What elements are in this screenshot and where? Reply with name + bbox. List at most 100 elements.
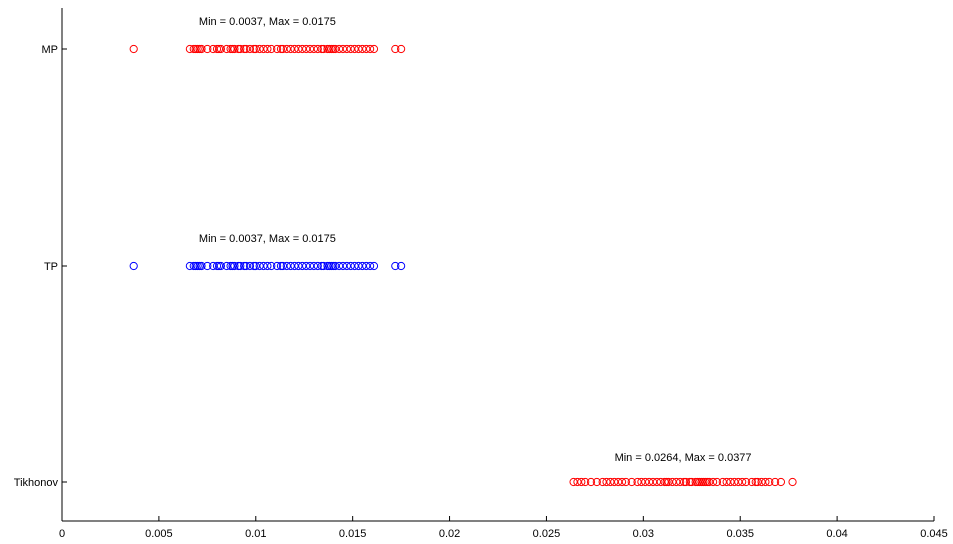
data-points (129, 44, 797, 487)
data-point (633, 477, 642, 487)
data-point (645, 477, 654, 487)
data-point (391, 44, 400, 54)
data-point (278, 44, 288, 54)
data-point (290, 44, 299, 54)
data-point (734, 477, 743, 487)
data-point (747, 477, 756, 487)
data-point (338, 44, 348, 54)
data-point (272, 261, 282, 271)
data-point (708, 477, 718, 487)
data-point (216, 44, 225, 54)
y-tick-label: MP (42, 44, 59, 56)
data-point (358, 44, 367, 54)
data-point (209, 261, 218, 271)
data-point (230, 261, 239, 271)
data-point (397, 261, 406, 271)
data-point (369, 261, 379, 271)
data-point (687, 477, 696, 487)
data-point (354, 261, 363, 271)
x-tick-label: 0.03 (633, 528, 654, 540)
data-point (251, 261, 260, 271)
data-point (757, 477, 766, 487)
data-point (129, 261, 138, 271)
data-point (298, 44, 307, 54)
data-point (241, 261, 251, 271)
data-point (346, 44, 355, 54)
y-tick-label: Tikhonov (14, 477, 59, 489)
data-point (209, 44, 218, 54)
data-point (705, 477, 714, 487)
data-point (313, 261, 322, 271)
data-point (366, 261, 375, 271)
data-point (309, 261, 319, 271)
x-tick-label: 0.02 (439, 528, 460, 540)
x-tick-label: 0.045 (920, 528, 948, 540)
x-tick-label: 0.005 (145, 528, 173, 540)
data-point (681, 477, 691, 487)
data-point (255, 44, 264, 54)
data-point (338, 261, 348, 271)
data-point (350, 261, 359, 271)
data-point (278, 261, 288, 271)
data-point (342, 261, 351, 271)
data-point (259, 261, 268, 271)
data-point (267, 261, 276, 271)
data-point (358, 261, 367, 271)
data-point (319, 44, 328, 54)
data-point (302, 261, 311, 271)
data-point (309, 44, 319, 54)
data-point (346, 261, 355, 271)
data-point (222, 261, 231, 271)
x-ticks: 0 0.005 0.01 0.015 0.02 0.025 0.03 0.035 0.04 0.0… (59, 516, 948, 540)
data-point (272, 44, 282, 54)
data-point (331, 261, 340, 271)
data-point (726, 477, 735, 487)
data-point (637, 477, 646, 487)
data-point (397, 44, 406, 54)
data-point (771, 477, 780, 487)
data-point (676, 477, 685, 487)
data-point (290, 261, 299, 271)
data-point (245, 261, 255, 271)
data-point (230, 44, 239, 54)
data-point (362, 261, 371, 271)
min-max-annotation: Min = 0.0264, Max = 0.0377 (615, 452, 752, 464)
y-ticks: MP TP Tikhonov (14, 44, 67, 489)
data-point (331, 44, 340, 54)
data-point (614, 477, 623, 487)
data-point (712, 477, 722, 487)
data-point (241, 44, 251, 54)
data-point (335, 261, 344, 271)
annotations: Min = 0.0037, Max = 0.0175 Min = 0.0037, … (199, 16, 752, 464)
data-point (236, 44, 245, 54)
data-point (282, 44, 291, 54)
data-point (627, 477, 636, 487)
data-point (672, 477, 681, 487)
data-point (286, 44, 295, 54)
data-point (722, 477, 731, 487)
data-point (294, 261, 303, 271)
data-point (598, 477, 607, 487)
data-point (185, 44, 194, 54)
data-point (610, 477, 619, 487)
data-point (617, 477, 627, 487)
x-tick-label: 0.035 (726, 528, 754, 540)
data-point (586, 477, 596, 487)
data-point (197, 44, 206, 54)
data-point (776, 477, 786, 487)
data-point (741, 477, 751, 487)
data-point (185, 261, 194, 271)
data-point (305, 261, 315, 271)
data-point (641, 477, 650, 487)
x-tick-label: 0 (59, 528, 65, 540)
data-point (369, 44, 379, 54)
data-point (592, 477, 601, 487)
x-tick-label: 0.025 (533, 528, 561, 540)
data-point (350, 44, 359, 54)
data-point (391, 261, 400, 271)
data-point (718, 477, 727, 487)
data-point (286, 261, 295, 271)
data-point (203, 261, 212, 271)
x-tick-label: 0.04 (826, 528, 847, 540)
